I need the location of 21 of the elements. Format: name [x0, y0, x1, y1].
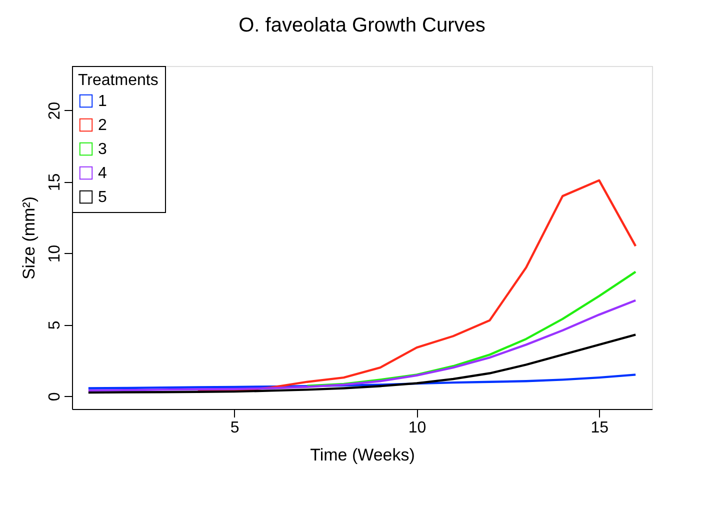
y-tick-label: 10 — [46, 244, 64, 263]
x-tick-label: 10 — [408, 420, 426, 436]
y-axis-title: Size (mm²) — [20, 196, 38, 280]
line-series — [87, 334, 637, 394]
legend-label: 2 — [98, 117, 107, 134]
x-tick-label: 15 — [590, 420, 609, 436]
y-tick-label: 20 — [46, 102, 64, 120]
x-axis-title: Time (Weeks) — [310, 446, 415, 464]
y-tick-label: 0 — [46, 392, 64, 402]
y-tick-label: 15 — [46, 173, 64, 192]
line-series — [87, 374, 637, 390]
legend-label: 1 — [98, 93, 107, 110]
legend-title: Treatments — [78, 72, 158, 89]
legend-label: 5 — [98, 189, 107, 206]
line-series — [87, 299, 637, 392]
y-tick-label: 5 — [46, 320, 64, 330]
legend-label: 3 — [98, 141, 107, 158]
x-tick-label: 5 — [230, 420, 240, 436]
legend-label: 4 — [98, 165, 107, 182]
line-series — [306, 270, 637, 387]
chart-title: O. faveolata Growth Curves — [238, 14, 486, 36]
